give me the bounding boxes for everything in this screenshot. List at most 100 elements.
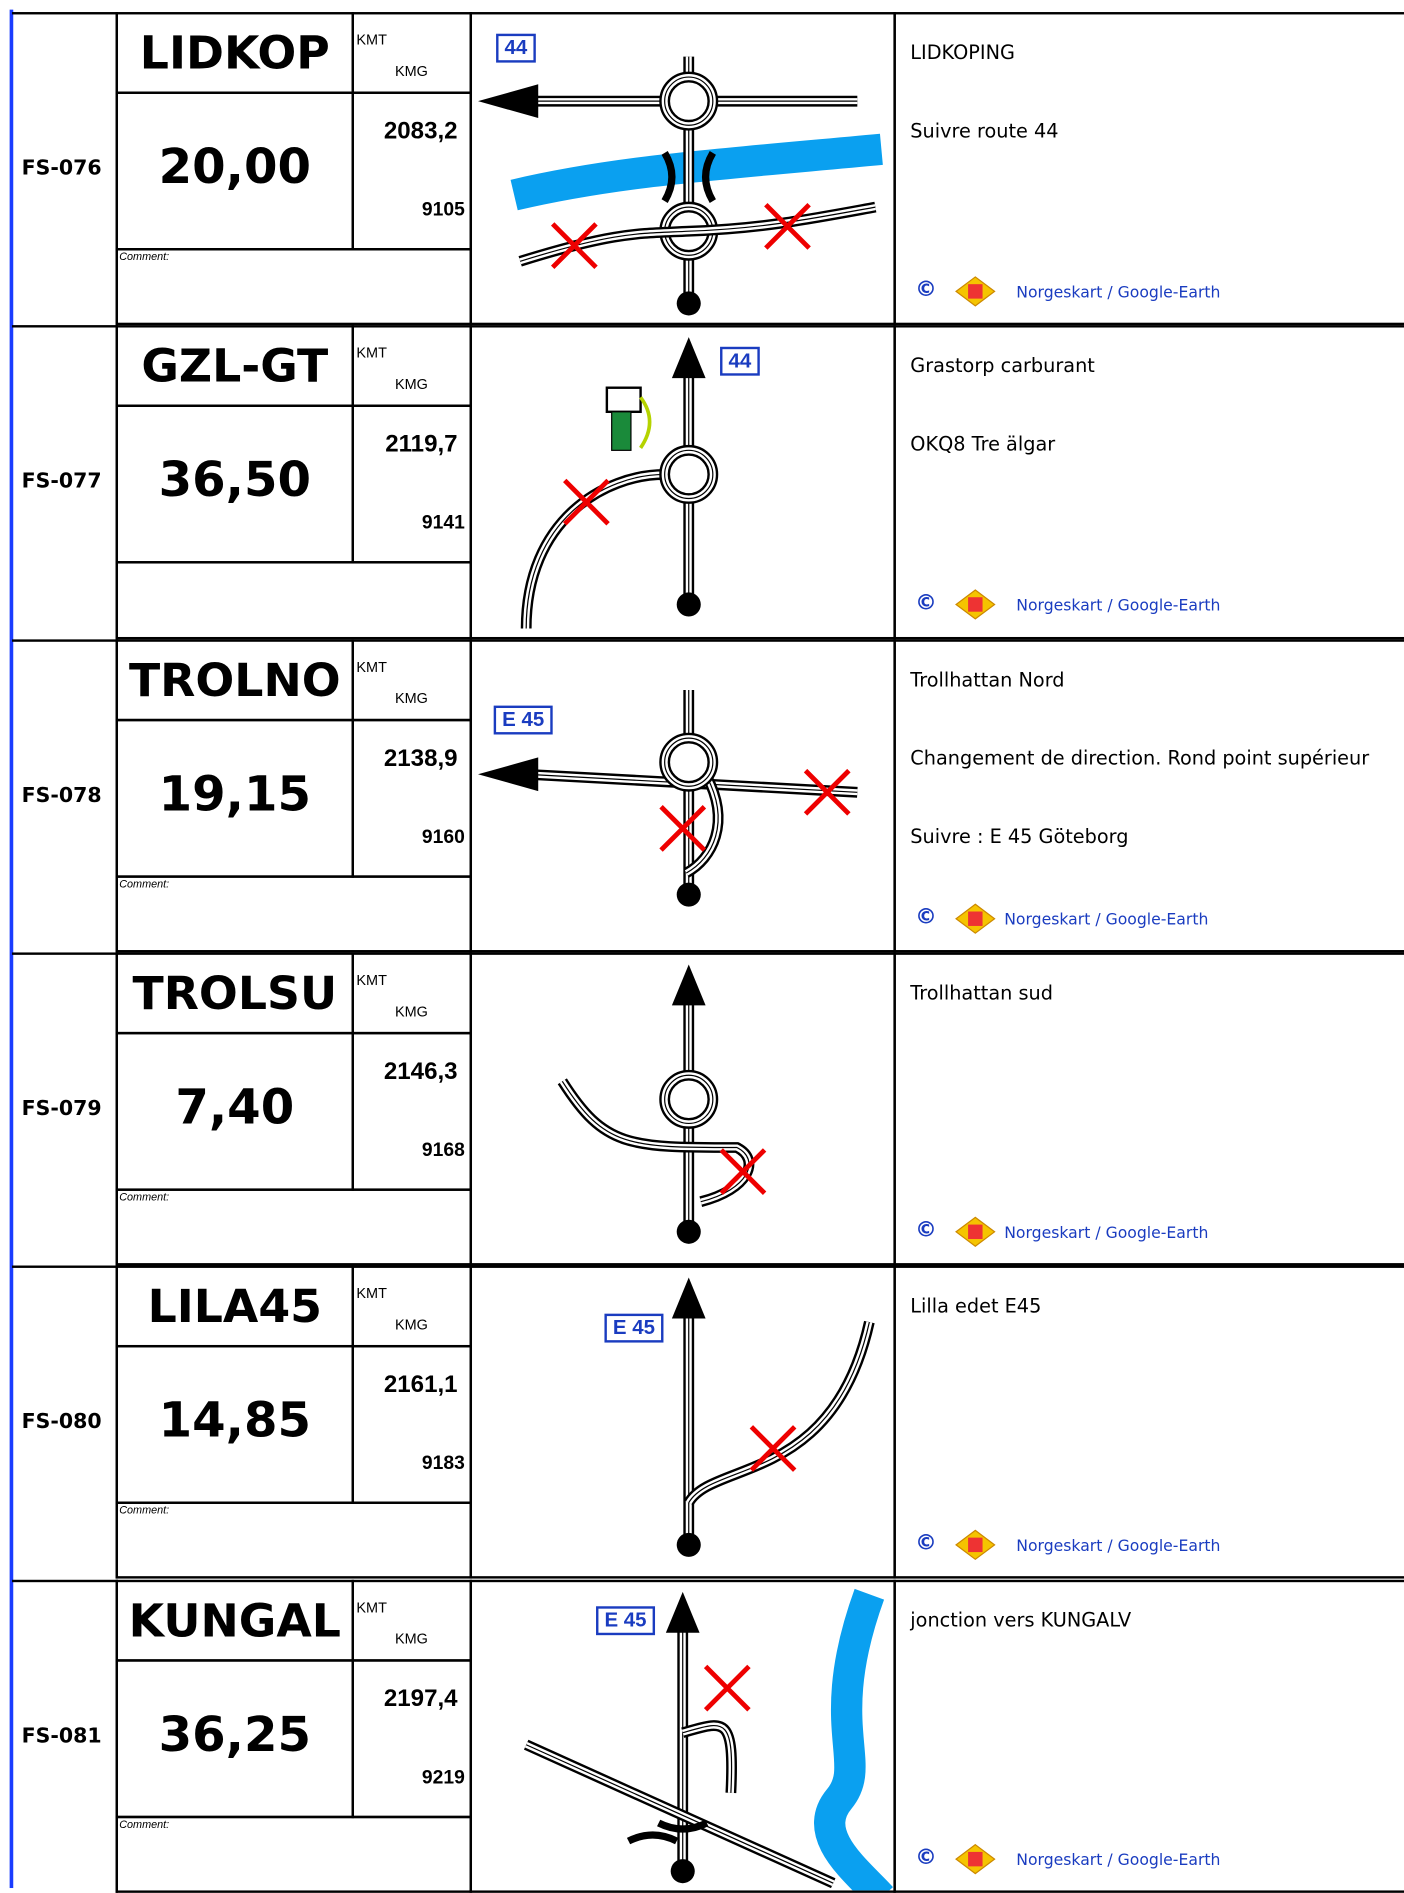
kmt-label: KMT: [356, 658, 387, 676]
junction-diagram: [523, 1588, 893, 1891]
credit: Norgeskart / Google-Earth: [1016, 284, 1221, 303]
diagram-cell: [469, 1579, 896, 1893]
kmt-label: KMT: [356, 1285, 387, 1302]
diagram-cell: [469, 638, 896, 953]
kmt-label: KMT: [356, 1598, 387, 1616]
kmt-cell: [351, 1579, 473, 1662]
notes-cell: [893, 325, 1404, 639]
copyright: ©: [915, 1530, 937, 1556]
name: LILA45: [147, 1280, 323, 1334]
junction-diagram: [671, 1277, 875, 1558]
kmt-cell: [351, 638, 473, 721]
distance: 14,85: [158, 1393, 311, 1449]
kmg-value: 9105: [421, 199, 465, 221]
junction-diagram: [557, 964, 767, 1244]
name: KUNGAL: [128, 1593, 341, 1647]
route-sign: 44: [720, 347, 760, 377]
km-cell: [351, 1031, 473, 1191]
notes-cell: [893, 12, 1404, 326]
copyright: ©: [915, 276, 937, 303]
credit: Norgeskart / Google-Earth: [1016, 1537, 1221, 1556]
note-line: Lilla edet E45: [910, 1294, 1042, 1318]
diagram-cell: [469, 952, 896, 1266]
notes-cell: [893, 1265, 1404, 1580]
kmt-label: KMT: [356, 344, 387, 362]
km-cell: [351, 91, 473, 251]
map-logo: [885, 1215, 1005, 1249]
code-text: FS-080: [21, 1410, 102, 1435]
distance: 36,25: [158, 1706, 311, 1763]
comment-cell: [115, 561, 473, 639]
km-cell: [351, 1345, 473, 1505]
diagram-cell: [469, 325, 896, 639]
copyright: ©: [915, 903, 937, 930]
map-logo: [885, 901, 1005, 935]
name: TROLSU: [132, 966, 338, 1020]
km-cell: [351, 718, 473, 878]
credit: Norgeskart / Google-Earth: [1016, 597, 1221, 616]
credit: Norgeskart / Google-Earth: [1004, 1224, 1209, 1243]
kmg-label: KMG: [394, 62, 428, 80]
distance: 20,00: [158, 139, 311, 196]
name: LIDKOP: [139, 26, 330, 80]
note-line: Grastorp carburant: [910, 354, 1095, 378]
route-sign: E 45: [493, 705, 553, 735]
kmt-cell: [351, 952, 473, 1035]
kmg-label: KMG: [394, 376, 428, 393]
kmt-value: 2138,9: [383, 744, 458, 772]
kmg-value: 9160: [421, 826, 465, 848]
junction-diagram: [520, 337, 719, 629]
code-text: FS-076: [21, 156, 102, 181]
kmt-cell: [351, 12, 473, 94]
kmg-label: KMG: [394, 1002, 428, 1020]
kmg-label: KMG: [394, 1629, 428, 1647]
distance: 7,40: [175, 1079, 295, 1136]
map-logo: [885, 588, 1005, 622]
copyright: ©: [915, 590, 937, 616]
name: TROLNO: [128, 653, 341, 707]
km-cell: [351, 404, 473, 564]
code-text: FS-079: [21, 1096, 102, 1121]
copyright: ©: [915, 1844, 937, 1870]
kmt-value: 2161,1: [383, 1371, 458, 1399]
comment-label: Comment:: [119, 250, 170, 263]
name: GZL-GT: [141, 339, 329, 393]
note-line: Changement de direction. Rond point supé…: [910, 746, 1370, 769]
code-text: FS-081: [21, 1723, 102, 1748]
junction-diagram: [478, 689, 858, 907]
kmg-value: 9219: [421, 1767, 465, 1788]
code-text: FS-078: [21, 783, 102, 808]
kmg-value: 9183: [421, 1453, 465, 1475]
diagram-cell: [469, 1265, 896, 1580]
kmg-label: KMG: [394, 689, 428, 707]
left-rule: [9, 9, 14, 1889]
note-line: OKQ8 Tre älgar: [910, 432, 1056, 456]
credit: Norgeskart / Google-Earth: [1016, 1851, 1221, 1870]
note-line: Suivre route 44: [910, 119, 1059, 143]
kmt-value: 2083,2: [383, 118, 458, 145]
route-sign: 44: [496, 33, 536, 63]
kmg-value: 9141: [421, 513, 465, 534]
kmt-cell: [351, 325, 473, 408]
note-line: Suivre : E 45 Göteborg: [910, 824, 1129, 848]
logo-icon: [955, 1843, 996, 1874]
kmt-value: 2197,4: [383, 1685, 458, 1712]
note-line: Trollhattan Nord: [910, 667, 1065, 691]
kmg-value: 9168: [421, 1140, 465, 1161]
kmt-label: KMT: [356, 971, 387, 989]
map-logo: [885, 275, 1005, 309]
distance: 36,50: [158, 453, 311, 509]
code-text: FS-077: [21, 469, 102, 495]
note-line: jonction vers KUNGALV: [910, 1608, 1132, 1631]
comment-label: Comment:: [119, 877, 170, 890]
route-sign: E 45: [596, 1605, 656, 1635]
logo-icon: [955, 1216, 996, 1247]
kmt-label: KMT: [356, 31, 387, 49]
note-line: LIDKOPING: [910, 40, 1015, 64]
kmt-value: 2146,3: [383, 1058, 458, 1085]
distance: 19,15: [158, 766, 311, 822]
logo-icon: [955, 1529, 996, 1561]
logo-icon: [955, 276, 996, 307]
logo-icon: [955, 589, 996, 621]
